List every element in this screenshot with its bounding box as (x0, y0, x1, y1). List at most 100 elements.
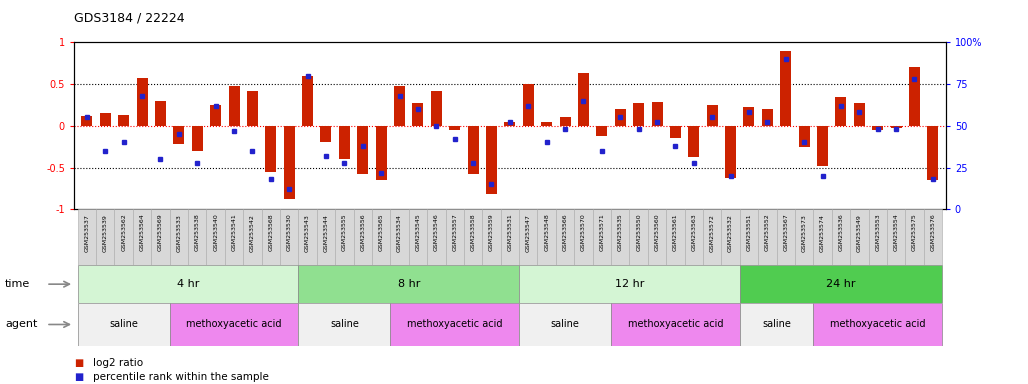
Bar (538, 209, 556, 265)
Text: GSM253535: GSM253535 (618, 214, 623, 252)
Bar (151, 209, 170, 265)
Text: methoxyacetic acid: methoxyacetic acid (186, 319, 282, 329)
Text: GSM253549: GSM253549 (856, 214, 861, 252)
Bar (358, 126, 368, 174)
Bar (519, 303, 611, 346)
Bar (96, 209, 114, 265)
Bar (629, 209, 648, 265)
Text: GSM253534: GSM253534 (397, 214, 402, 252)
Text: GSM253561: GSM253561 (673, 214, 677, 252)
Bar (743, 108, 755, 126)
Bar (114, 209, 133, 265)
Bar (100, 113, 111, 126)
Bar (81, 116, 93, 126)
Text: GSM253567: GSM253567 (783, 214, 788, 252)
Bar (482, 209, 501, 265)
Text: GSM253537: GSM253537 (84, 214, 89, 252)
Text: methoxyacetic acid: methoxyacetic acid (830, 319, 925, 329)
Bar (170, 209, 188, 265)
Bar (780, 51, 792, 126)
Text: GDS3184 / 22224: GDS3184 / 22224 (74, 12, 185, 25)
Text: agent: agent (5, 319, 37, 329)
Text: 24 hr: 24 hr (827, 279, 855, 289)
Bar (375, 126, 387, 180)
Bar (391, 303, 519, 346)
Bar (666, 209, 685, 265)
Bar (394, 86, 405, 126)
Bar (298, 303, 391, 346)
Bar (501, 209, 519, 265)
Text: GSM253548: GSM253548 (544, 214, 549, 252)
Bar (924, 209, 942, 265)
Bar (909, 67, 920, 126)
Text: methoxyacetic acid: methoxyacetic acid (407, 319, 503, 329)
Bar (486, 126, 497, 194)
Text: GSM253566: GSM253566 (562, 214, 567, 252)
Bar (648, 209, 666, 265)
Bar (633, 103, 645, 126)
Bar (670, 126, 681, 138)
Bar (265, 126, 277, 172)
Text: GSM253553: GSM253553 (875, 214, 880, 252)
Bar (832, 209, 850, 265)
Bar (137, 78, 148, 126)
Text: GSM253576: GSM253576 (930, 214, 935, 252)
Bar (335, 209, 354, 265)
Text: GSM253538: GSM253538 (194, 214, 199, 252)
Text: GSM253532: GSM253532 (728, 214, 733, 252)
Bar (207, 209, 225, 265)
Bar (725, 126, 736, 177)
Bar (133, 209, 151, 265)
Text: GSM253570: GSM253570 (581, 214, 586, 252)
Bar (762, 109, 773, 126)
Bar (170, 303, 298, 346)
Text: GSM253530: GSM253530 (287, 214, 292, 252)
Text: time: time (5, 279, 31, 289)
Bar (906, 209, 924, 265)
Bar (191, 126, 203, 151)
Bar (354, 209, 372, 265)
Bar (412, 103, 424, 126)
Bar (298, 265, 519, 303)
Text: saline: saline (330, 319, 359, 329)
Text: GSM253531: GSM253531 (508, 214, 512, 252)
Bar (280, 209, 298, 265)
Bar (519, 209, 538, 265)
Text: GSM253541: GSM253541 (231, 214, 236, 252)
Bar (813, 303, 942, 346)
Bar (685, 209, 703, 265)
Bar (298, 209, 317, 265)
Bar (836, 96, 846, 126)
Text: saline: saline (762, 319, 791, 329)
Text: GSM253558: GSM253558 (471, 214, 476, 252)
Bar (78, 209, 96, 265)
Bar (449, 126, 461, 130)
Bar (372, 209, 391, 265)
Bar (596, 126, 608, 136)
Text: GSM253572: GSM253572 (709, 214, 714, 252)
Text: GSM253542: GSM253542 (250, 214, 255, 252)
Bar (505, 122, 515, 126)
Text: GSM253560: GSM253560 (655, 214, 660, 252)
Bar (740, 209, 759, 265)
Bar (519, 265, 740, 303)
Text: GSM253573: GSM253573 (802, 214, 807, 252)
Bar (225, 209, 244, 265)
Text: ■: ■ (74, 358, 83, 368)
Text: GSM253536: GSM253536 (839, 214, 843, 252)
Bar (321, 126, 331, 142)
Text: 12 hr: 12 hr (615, 279, 645, 289)
Text: GSM253562: GSM253562 (121, 214, 126, 252)
Bar (409, 209, 427, 265)
Text: GSM253557: GSM253557 (452, 214, 457, 252)
Text: methoxyacetic acid: methoxyacetic acid (628, 319, 723, 329)
Text: 8 hr: 8 hr (398, 279, 419, 289)
Bar (795, 209, 813, 265)
Text: GSM253539: GSM253539 (103, 214, 108, 252)
Text: GSM253552: GSM253552 (765, 214, 770, 252)
Text: GSM253574: GSM253574 (820, 214, 825, 252)
Text: GSM253540: GSM253540 (213, 214, 218, 252)
Text: log2 ratio: log2 ratio (93, 358, 143, 368)
Bar (118, 115, 130, 126)
Text: GSM253575: GSM253575 (912, 214, 917, 252)
